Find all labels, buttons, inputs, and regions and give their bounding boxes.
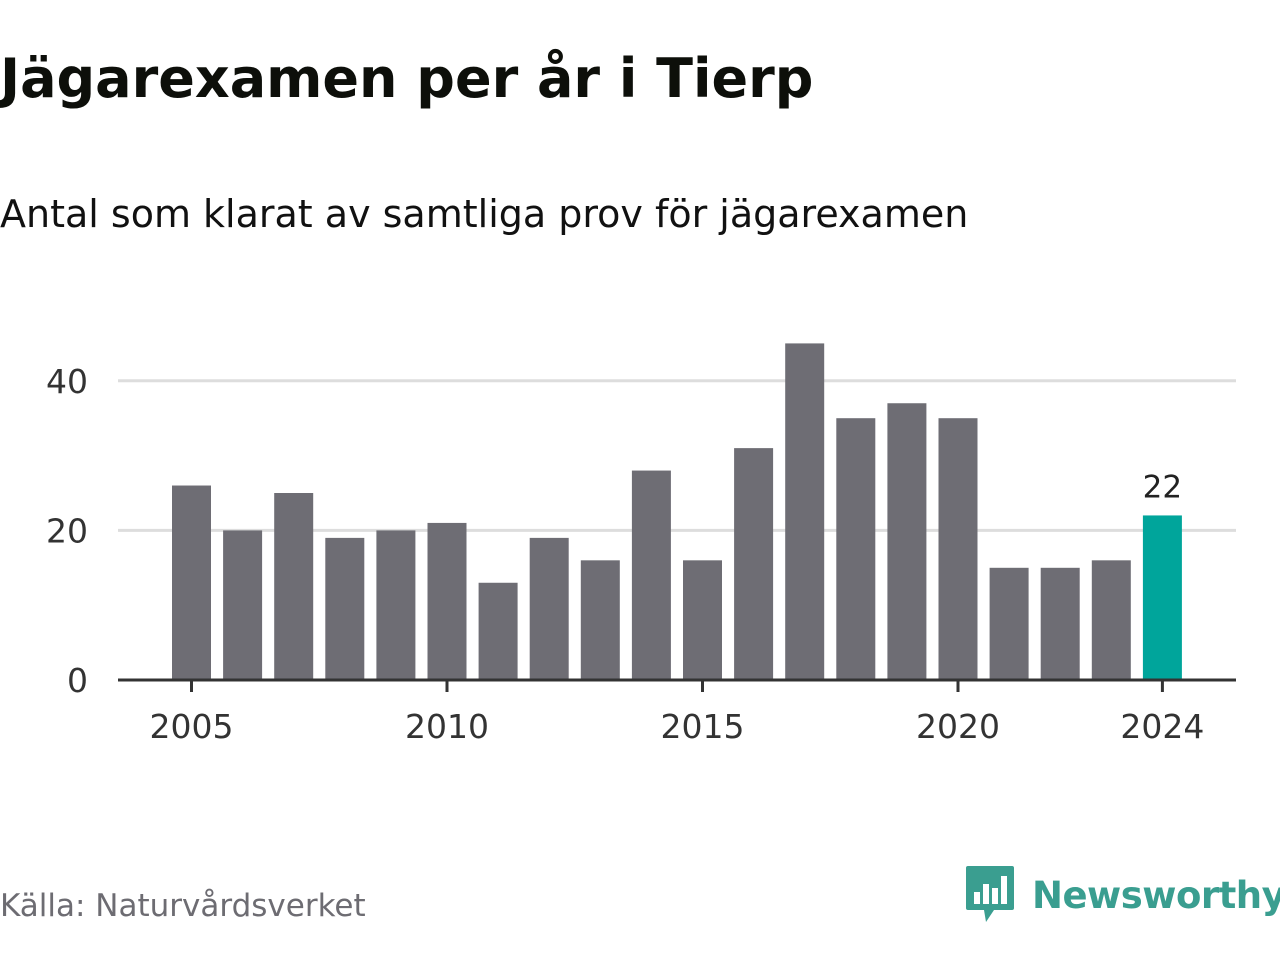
bar-2014[interactable] xyxy=(631,470,671,680)
bar-2019[interactable] xyxy=(887,403,927,680)
y-tick-label: 0 xyxy=(67,661,88,700)
bar-2013[interactable] xyxy=(580,560,620,680)
newsworthy-logo-icon xyxy=(966,866,1014,922)
bar-2016[interactable] xyxy=(734,448,774,680)
x-tick-label: 2024 xyxy=(1120,707,1204,746)
data-label-2024: 22 xyxy=(1143,469,1182,505)
x-tick-label: 2015 xyxy=(661,707,745,746)
bar-2010[interactable] xyxy=(427,522,467,680)
bar-2008[interactable] xyxy=(325,537,365,680)
x-tick-label: 2020 xyxy=(916,707,1000,746)
bars xyxy=(172,343,1182,680)
brand-name: Newsworthy xyxy=(1032,873,1280,917)
bar-2024[interactable] xyxy=(1142,515,1182,680)
bar-2022[interactable] xyxy=(1040,567,1080,680)
x-tick-label: 2010 xyxy=(405,707,489,746)
bar-2012[interactable] xyxy=(529,537,569,680)
y-tick-label: 20 xyxy=(46,511,88,550)
bar-chart: 0 20 40 2005 2010 2015 2020 2024 22 xyxy=(46,343,1236,746)
bar-2020[interactable] xyxy=(938,418,978,680)
y-tick-label: 40 xyxy=(46,362,88,401)
bar-2021[interactable] xyxy=(989,567,1029,680)
chart-title: Jägarexamen per år i Tierp xyxy=(0,47,814,110)
chart-subtitle: Antal som klarat av samtliga prov för jä… xyxy=(0,192,969,236)
bar-2005[interactable] xyxy=(172,485,211,680)
axes xyxy=(118,678,1236,692)
bar-2007[interactable] xyxy=(274,493,314,680)
bar-2018[interactable] xyxy=(836,418,876,680)
bar-2017[interactable] xyxy=(785,343,825,680)
labels: 0 20 40 2005 2010 2015 2020 2024 22 xyxy=(46,362,1204,746)
bar-2006[interactable] xyxy=(223,530,263,680)
bar-2015[interactable] xyxy=(683,560,722,680)
x-tick-label: 2005 xyxy=(150,707,234,746)
bar-2011[interactable] xyxy=(478,582,518,680)
bar-2023[interactable] xyxy=(1091,560,1131,680)
bar-2009[interactable] xyxy=(376,530,416,680)
source-note: Källa: Naturvårdsverket xyxy=(0,888,366,924)
brand-logo[interactable]: Newsworthy xyxy=(964,860,1280,930)
